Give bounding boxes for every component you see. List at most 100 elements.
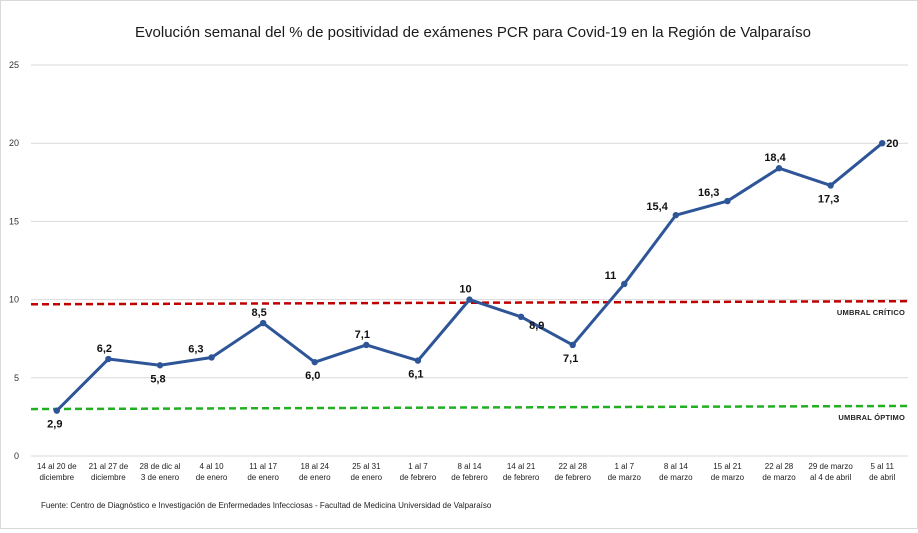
data-label-0: 2,9 bbox=[47, 419, 62, 431]
x-tick-label-line: 29 de marzo bbox=[808, 462, 853, 471]
data-point-12 bbox=[672, 211, 680, 219]
reference-line-label-1: UMBRAL ÓPTIMO bbox=[838, 413, 905, 422]
x-tick-label-line: de febrero bbox=[400, 473, 437, 482]
x-tick-label-line: de abril bbox=[869, 473, 895, 482]
data-point-0 bbox=[53, 407, 60, 414]
x-tick-label-line: 25 al 31 bbox=[352, 462, 381, 471]
x-tick-label-line: de enero bbox=[196, 473, 228, 482]
data-label-7: 6,1 bbox=[408, 369, 423, 381]
x-tick-label-line: 1 al 7 bbox=[408, 462, 428, 471]
source-note: Fuente: Centro de Diagnóstico e Investig… bbox=[41, 501, 492, 510]
x-tick-label-line: de marzo bbox=[762, 473, 796, 482]
data-label-6: 7,1 bbox=[355, 329, 370, 341]
data-point-3 bbox=[208, 354, 215, 361]
x-tick-label-line: 8 al 14 bbox=[457, 462, 482, 471]
x-tick-label-2: 28 de dic al 3 de enero bbox=[140, 462, 181, 482]
x-tick-label-7: 1 al 7 de febrero bbox=[400, 462, 437, 482]
x-tick-label-11: 1 al 7 de marzo bbox=[608, 462, 642, 482]
x-tick-label-line: de marzo bbox=[608, 473, 642, 482]
x-tick-label-line: 15 al 21 bbox=[713, 462, 742, 471]
x-tick-label-4: 11 al 17 de enero bbox=[247, 462, 279, 482]
x-tick-label-9: 14 al 21 de febrero bbox=[503, 462, 540, 482]
data-point-7 bbox=[414, 357, 422, 364]
x-tick-label-line: 1 al 7 bbox=[614, 462, 634, 471]
x-tick-label-line: de febrero bbox=[554, 473, 591, 482]
x-tick-label-8: 8 al 14 de febrero bbox=[451, 462, 488, 482]
x-tick-label-line: de febrero bbox=[451, 473, 488, 482]
chart-title: Evolución semanal del % de positividad d… bbox=[135, 24, 811, 41]
x-tick-label-line: de marzo bbox=[659, 473, 693, 482]
y-tick-label-5: 5 bbox=[14, 373, 19, 383]
x-tick-label-5: 18 al 24 de enero bbox=[299, 462, 331, 482]
data-point-4 bbox=[259, 319, 267, 327]
data-point-14 bbox=[775, 165, 783, 172]
x-tick-label-line: de enero bbox=[351, 473, 383, 482]
data-point-16 bbox=[879, 140, 886, 147]
data-point-9 bbox=[517, 313, 525, 321]
series-line-0 bbox=[55, 141, 884, 413]
data-point-15 bbox=[827, 182, 834, 189]
x-tick-label-line: 22 al 28 bbox=[558, 462, 587, 471]
data-point-2 bbox=[156, 362, 164, 369]
data-point-5 bbox=[311, 358, 318, 366]
data-label-4: 8,5 bbox=[251, 307, 266, 319]
y-tick-label-0: 0 bbox=[14, 451, 19, 461]
data-label-12: 15,4 bbox=[646, 201, 668, 213]
x-tick-label-line: 14 al 20 de bbox=[37, 462, 77, 471]
x-tick-label-line: 5 al 11 bbox=[870, 462, 894, 471]
data-label-10: 7,1 bbox=[563, 353, 578, 365]
y-tick-label-25: 25 bbox=[9, 60, 19, 70]
x-tick-label-line: 14 al 21 bbox=[507, 462, 536, 471]
x-tick-label-10: 22 al 28 de febrero bbox=[554, 462, 591, 482]
gridlines bbox=[31, 64, 908, 457]
x-tick-label-12: 8 al 14 de marzo bbox=[659, 462, 693, 482]
x-tick-label-line: de enero bbox=[247, 473, 279, 482]
x-tick-label-0: 14 al 20 de diciembre bbox=[37, 462, 77, 482]
x-tick-label-line: de febrero bbox=[503, 473, 540, 482]
y-tick-label-20: 20 bbox=[9, 138, 19, 148]
x-tick-label-line: de marzo bbox=[711, 473, 745, 482]
data-label-8: 10 bbox=[459, 284, 471, 296]
x-tick-label-14: 22 al 28 de marzo bbox=[762, 462, 796, 482]
data-label-1: 6,2 bbox=[97, 343, 112, 355]
x-tick-label-line: 18 al 24 bbox=[301, 462, 330, 471]
reference-line-label-0: UMBRAL CRÍTICO bbox=[837, 308, 905, 317]
x-tick-label-16: 5 al 11 de abril bbox=[869, 462, 895, 482]
reference-lines: UMBRAL CRÍTICO UMBRAL ÓPTIMO bbox=[30, 299, 909, 422]
data-point-10 bbox=[569, 341, 576, 349]
x-tick-label-3: 4 al 10 de enero bbox=[196, 462, 228, 482]
data-label-11: 11 bbox=[605, 270, 617, 282]
x-tick-label-line: 4 al 10 bbox=[200, 462, 225, 471]
x-tick-label-line: al 4 de abril bbox=[810, 473, 852, 482]
data-point-6 bbox=[363, 341, 370, 349]
x-tick-label-6: 25 al 31 de enero bbox=[351, 462, 383, 482]
x-tick-label-line: 3 de enero bbox=[141, 473, 180, 482]
data-label-5: 6,0 bbox=[305, 370, 320, 382]
x-tick-label-15: 29 de marzo al 4 de abril bbox=[808, 462, 853, 482]
x-tick-label-line: diciembre bbox=[91, 473, 126, 482]
x-tick-label-line: 22 al 28 bbox=[765, 462, 794, 471]
data-label-13: 16,3 bbox=[698, 187, 719, 199]
data-point-1 bbox=[105, 355, 112, 363]
reference-line-0 bbox=[30, 299, 909, 306]
reference-line-1 bbox=[30, 404, 909, 411]
data-label-9: 8,9 bbox=[529, 320, 544, 332]
data-label-14: 18,4 bbox=[764, 152, 786, 164]
y-tick-label-10: 10 bbox=[9, 295, 19, 305]
y-tick-label-15: 15 bbox=[9, 216, 19, 226]
data-point-13 bbox=[724, 197, 731, 205]
data-point-8 bbox=[466, 296, 473, 303]
x-tick-label-line: 11 al 17 bbox=[249, 462, 277, 471]
data-label-16: 20 bbox=[886, 138, 898, 150]
x-axis-ticks: 14 al 20 de diciembre 21 al 27 de diciembre… bbox=[37, 462, 896, 482]
x-tick-label-13: 15 al 21 de marzo bbox=[711, 462, 745, 482]
data-label-15: 17,3 bbox=[818, 193, 839, 205]
x-tick-label-line: 8 al 14 bbox=[664, 462, 689, 471]
x-tick-label-line: de enero bbox=[299, 473, 331, 482]
x-tick-label-line: diciembre bbox=[39, 473, 74, 482]
data-label-2: 5,8 bbox=[150, 373, 165, 385]
data-label-3: 6,3 bbox=[188, 343, 203, 355]
x-tick-label-line: 21 al 27 de bbox=[89, 462, 129, 471]
